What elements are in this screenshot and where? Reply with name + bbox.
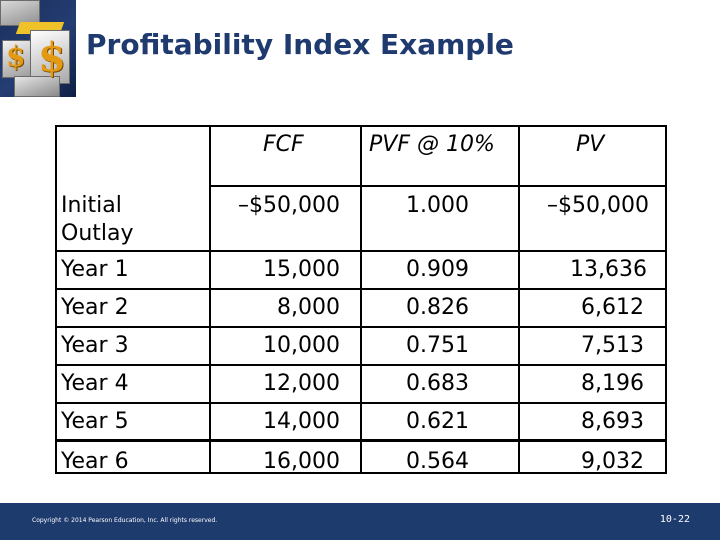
table-divider: [209, 185, 667, 187]
pvf-cell: 0.826: [406, 295, 469, 320]
table-divider: [360, 441, 362, 473]
pv-cell: –$50,000: [547, 193, 649, 218]
row-label: Year 5: [61, 409, 129, 434]
fcf-cell: –$50,000: [238, 193, 340, 218]
column-header-fcf: FCF: [263, 132, 304, 157]
copyright-text: Copyright © 2014 Pearson Education, Inc.…: [32, 517, 218, 524]
column-header-pv: PV: [576, 132, 605, 157]
pvf-cell: 0.751: [406, 333, 469, 358]
logo-cube: [0, 0, 40, 26]
footer-bar: Copyright © 2014 Pearson Education, Inc.…: [0, 503, 720, 540]
fcf-cell: 10,000: [263, 333, 340, 358]
table-divider: [209, 441, 211, 473]
pvf-cell: 0.621: [406, 409, 469, 434]
fcf-cell: 8,000: [277, 295, 340, 320]
fcf-cell: 15,000: [263, 257, 340, 282]
pvf-cell: 0.909: [406, 257, 469, 282]
fcf-cell: 12,000: [263, 371, 340, 396]
fcf-cell: 16,000: [263, 449, 340, 474]
pv-cell: 6,612: [581, 295, 644, 320]
pv-cell: 8,196: [581, 371, 644, 396]
column-header-pvf: PVF @ 10%: [369, 132, 495, 157]
pv-cell: 7,513: [581, 333, 644, 358]
table-divider: [518, 441, 520, 473]
pv-cell: 13,636: [570, 257, 647, 282]
dollar-icon: $: [6, 40, 26, 73]
row-label: Year 3: [61, 333, 129, 358]
row-label: Year 1: [61, 257, 129, 282]
table-divider: [55, 472, 667, 474]
pv-cell: 9,032: [581, 449, 644, 474]
row-label: Year 6: [61, 449, 129, 474]
table-divider: [55, 440, 667, 442]
dollar-icon: $: [38, 34, 66, 81]
page-number: 10-22: [659, 514, 690, 525]
table-divider: [665, 441, 667, 474]
row-label: Year 2: [61, 295, 129, 320]
row-label: Year 4: [61, 371, 129, 396]
logo-cube: [14, 76, 60, 97]
table-divider: [360, 125, 362, 441]
table-divider: [209, 125, 211, 441]
page-title: Profitability Index Example: [86, 28, 514, 61]
table-divider: [55, 441, 57, 474]
pvf-cell: 1.000: [406, 193, 469, 218]
row-label: Initial Outlay: [61, 193, 134, 246]
pvf-cell: 0.564: [406, 449, 469, 474]
table-divider: [518, 125, 520, 441]
pvf-cell: 0.683: [406, 371, 469, 396]
logo: $ $: [0, 0, 76, 97]
pv-cell: 8,693: [581, 409, 644, 434]
fcf-cell: 14,000: [263, 409, 340, 434]
